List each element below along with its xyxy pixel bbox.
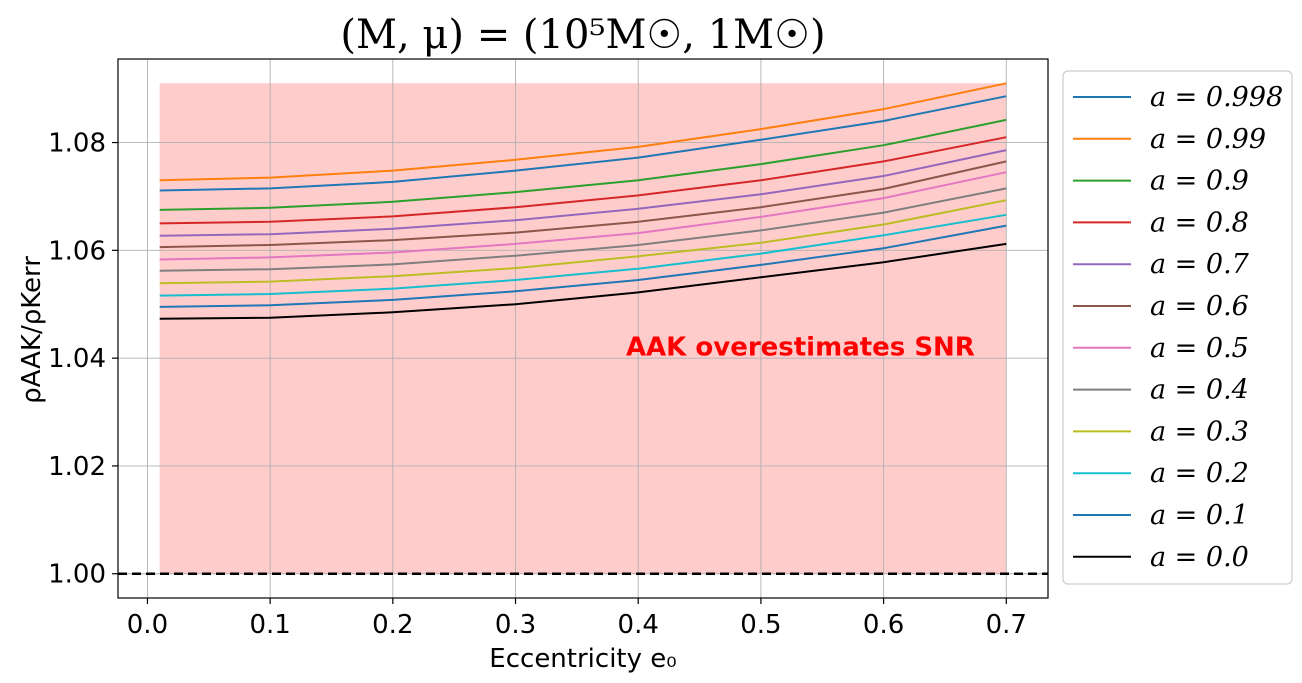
legend-label-1: a = 0.99 (1150, 124, 1266, 155)
series-line-4 (159, 149, 1007, 237)
series-line-11 (159, 242, 1007, 320)
series-line-9 (159, 213, 1007, 297)
y-tick-label: 1.00 (48, 560, 106, 590)
legend-box (1062, 70, 1293, 585)
legend-label-3: a = 0.8 (1150, 207, 1249, 238)
x-tick-label: 0.1 (249, 610, 290, 640)
legend-label-7: a = 0.4 (1150, 375, 1249, 406)
y-axis-label: ρAAK/ρKerr (17, 256, 47, 404)
x-tick-label: 0.4 (618, 610, 659, 640)
shaded-region (159, 83, 1007, 574)
legend-label-0: a = 0.998 (1150, 82, 1283, 113)
y-tick-label: 1.06 (48, 236, 106, 266)
chart-title: (M, μ) = (10⁵M☉, 1M☉) (340, 12, 825, 58)
x-tick-label: 0.3 (495, 610, 536, 640)
x-tick-label: 0.5 (740, 610, 781, 640)
y-tick-label: 1.08 (48, 129, 106, 159)
series-line-5 (159, 160, 1007, 249)
legend-label-6: a = 0.5 (1150, 333, 1249, 364)
series-line-3 (159, 136, 1007, 225)
legend-label-4: a = 0.7 (1150, 249, 1250, 280)
series-line-0 (159, 95, 1007, 192)
series-line-7 (159, 187, 1007, 272)
legend: a = 0.998 a = 0.99 a = 0.9 a = 0.8 a = 0.7 a … (1062, 70, 1293, 585)
series-line-8 (159, 199, 1007, 285)
y-tick-label: 1.02 (48, 452, 106, 482)
legend-label-5: a = 0.6 (1150, 291, 1249, 322)
series-line-2 (159, 118, 1007, 211)
series-line-1 (159, 82, 1007, 182)
x-tick-label: 0.0 (127, 610, 168, 640)
legend-label-10: a = 0.1 (1150, 500, 1249, 531)
legend-label-11: a = 0.0 (1150, 542, 1249, 573)
x-axis-label: Eccentricity e₀ (489, 644, 676, 674)
legend-label-2: a = 0.9 (1150, 166, 1249, 197)
legend-label-8: a = 0.3 (1150, 416, 1249, 447)
series-line-10 (159, 224, 1007, 308)
annotation-text: AAK overestimates SNR (626, 332, 975, 362)
x-tick-label: 0.7 (986, 610, 1027, 640)
x-tick-label: 0.2 (372, 610, 413, 640)
x-tick-label: 0.6 (863, 610, 904, 640)
plot-frame (117, 58, 1049, 599)
legend-label-9: a = 0.2 (1150, 458, 1249, 489)
y-tick-label: 1.04 (48, 344, 106, 374)
series-line-6 (159, 171, 1007, 261)
